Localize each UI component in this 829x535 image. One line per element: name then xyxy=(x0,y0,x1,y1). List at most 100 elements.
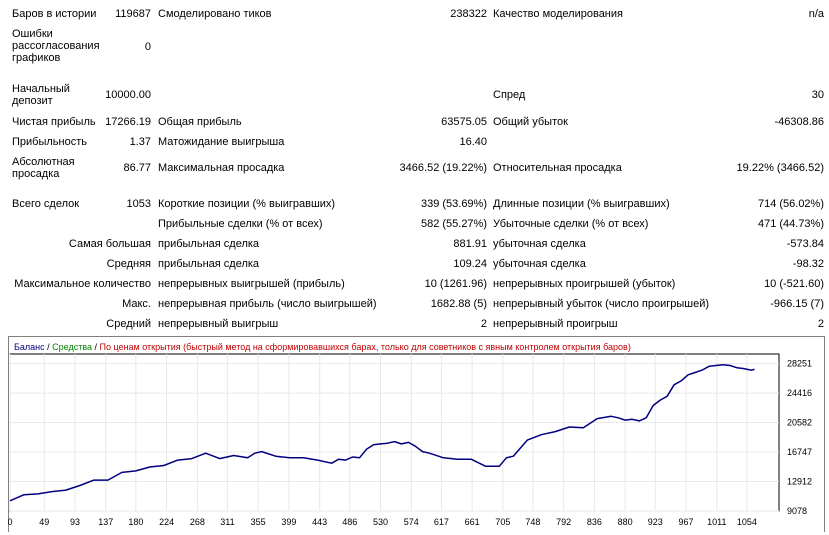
x-tick-label: 180 xyxy=(128,517,143,527)
legend-balance: Баланс xyxy=(14,342,45,352)
x-tick-label: 355 xyxy=(251,517,266,527)
x-tick-label: 967 xyxy=(679,517,694,527)
profit-trades-value: 582 (55.27%) xyxy=(420,218,487,230)
plot-area xyxy=(9,353,780,512)
x-tick-label: 530 xyxy=(373,517,388,527)
grid-lines xyxy=(9,354,779,512)
bars-value: 119687 xyxy=(115,8,151,20)
x-tick-label: 1054 xyxy=(737,517,757,527)
deposit-label: Начальный депозит xyxy=(12,83,70,107)
short-positions-value: 339 (53.69%) xyxy=(420,198,487,210)
max-count-label: Максимальное количество xyxy=(14,278,151,290)
max-label: Макс. xyxy=(122,298,151,310)
max-drawdown-label: Максимальная просадка xyxy=(158,162,285,174)
max-drawdown-value: 3466.52 (19.22%) xyxy=(399,162,487,174)
bars-label: Баров в истории xyxy=(12,8,97,20)
avg-consec-losses-value: 2 xyxy=(817,318,824,330)
x-tick-label: 792 xyxy=(556,517,571,527)
x-tick-label: 748 xyxy=(525,517,540,527)
chart-legend: Баланс / Средства / По ценам открытия (б… xyxy=(14,342,631,352)
largest-profit-value: 881.91 xyxy=(453,238,487,250)
x-tick-label: 705 xyxy=(495,517,510,527)
x-tick-label: 0 xyxy=(8,517,13,527)
total-trades-label: Всего сделок xyxy=(12,198,80,210)
abs-drawdown-label: Абсолютная просадка xyxy=(12,156,75,180)
net-profit-value: 17266.19 xyxy=(105,116,151,128)
gross-loss-value: -46308.86 xyxy=(774,116,824,128)
avg-consec-wins-value: 2 xyxy=(480,318,487,330)
mismatch-label: Ошибки рассогласования графиков xyxy=(12,28,100,64)
x-tick-label: 617 xyxy=(434,517,449,527)
total-trades-value: 1053 xyxy=(126,198,151,210)
quality-value: n/a xyxy=(808,8,824,20)
mismatch-value: 0 xyxy=(144,41,151,53)
y-tick-label: 16747 xyxy=(787,447,812,457)
balance-line xyxy=(9,364,755,502)
x-tick-label: 443 xyxy=(312,517,327,527)
y-tick-label: 28251 xyxy=(787,359,812,369)
max-consec-profit-label: непрерывная прибыль (число выигрышей) xyxy=(158,298,377,310)
legend-sep-1: / xyxy=(45,342,53,352)
gross-loss-label: Общий убыток xyxy=(493,116,568,128)
rel-drawdown-label: Относительная просадка xyxy=(493,162,622,174)
x-tick-label: 137 xyxy=(98,517,113,527)
expected-payoff-label: Матожидание выигрыша xyxy=(158,136,285,148)
gross-profit-value: 63575.05 xyxy=(441,116,487,128)
avg-consec-losses-label: непрерывный проигрыш xyxy=(493,318,618,330)
gross-profit-label: Общая прибыль xyxy=(158,116,242,128)
y-tick-label: 12912 xyxy=(787,477,812,487)
loss-trades-label: Убыточные сделки (% от всех) xyxy=(493,218,649,230)
rel-drawdown-value: 19.22% (3466.52) xyxy=(736,162,824,174)
x-tick-label: 224 xyxy=(159,517,174,527)
x-tick-label: 399 xyxy=(281,517,296,527)
profit-factor-value: 1.37 xyxy=(129,136,151,148)
largest-profit-label: прибыльная сделка xyxy=(158,238,260,250)
spread-label: Спред xyxy=(493,89,526,101)
avg-consec-wins-label: непрерывный выигрыш xyxy=(158,318,279,330)
ticks-label: Смоделировано тиков xyxy=(158,8,272,20)
y-tick-label: 9078 xyxy=(787,506,807,516)
x-tick-label: 486 xyxy=(342,517,357,527)
average-profit-label: прибыльная сделка xyxy=(158,258,260,270)
spread-value: 30 xyxy=(811,89,824,101)
quality-label: Качество моделирования xyxy=(493,8,623,20)
max-consec-wins-label: непрерывных выигрышей (прибыль) xyxy=(158,278,345,290)
x-tick-label: 93 xyxy=(70,517,80,527)
max-consec-losses-value: 10 (-521.60) xyxy=(764,278,824,290)
average-loss-value: -98.32 xyxy=(792,258,824,270)
x-tick-label: 268 xyxy=(190,517,205,527)
balance-chart: Баланс / Средства / По ценам открытия (б… xyxy=(7,336,825,533)
legend-mode: По ценам открытия (быстрый метод на сфор… xyxy=(100,342,631,352)
x-axis-ticks: 0 49 93 137 180 224 268 311 355 399 443 486 530 574 61… xyxy=(7,517,757,527)
x-tick-label: 574 xyxy=(404,517,419,527)
legend-equity: Средства xyxy=(52,342,92,352)
x-tick-label: 1011 xyxy=(707,517,726,527)
x-tick-label: 880 xyxy=(618,517,633,527)
average-loss-label: убыточная сделка xyxy=(493,258,586,270)
max-consec-loss-value: -966.15 (7) xyxy=(770,298,824,310)
long-positions-value: 714 (56.02%) xyxy=(757,198,824,210)
expected-payoff-value: 16.40 xyxy=(459,136,487,148)
max-consec-loss-label: непрерывный убыток (число проигрышей) xyxy=(493,298,710,310)
abs-drawdown-value: 86.77 xyxy=(123,162,151,174)
max-consec-losses-label: непрерывных проигрышей (убыток) xyxy=(493,278,676,290)
long-positions-label: Длинные позиции (% выигравших) xyxy=(493,198,670,210)
largest-loss-value: -573.84 xyxy=(786,238,824,250)
net-profit-label: Чистая прибыль xyxy=(12,116,96,128)
y-tick-label: 24416 xyxy=(787,388,812,398)
ticks-value: 238322 xyxy=(450,8,487,20)
profit-factor-label: Прибыльность xyxy=(12,136,87,148)
short-positions-label: Короткие позиции (% выигравших) xyxy=(158,198,336,210)
x-tick-label: 49 xyxy=(39,517,49,527)
chart-svg: Баланс / Средства / По ценам открытия (б… xyxy=(7,336,825,533)
max-consec-wins-value: 10 (1261.96) xyxy=(424,278,487,290)
series-layer xyxy=(9,364,755,502)
largest-loss-label: убыточная сделка xyxy=(493,238,586,250)
x-tick-label: 661 xyxy=(465,517,480,527)
y-axis-ticks: 9078 12912 16747 20582 24416 28251 xyxy=(787,359,812,516)
max-consec-profit-value: 1682.88 (5) xyxy=(430,298,487,310)
x-tick-label: 836 xyxy=(587,517,602,527)
deposit-value: 10000.00 xyxy=(105,89,151,101)
avg-label: Средний xyxy=(106,318,151,330)
x-tick-label: 923 xyxy=(648,517,663,527)
